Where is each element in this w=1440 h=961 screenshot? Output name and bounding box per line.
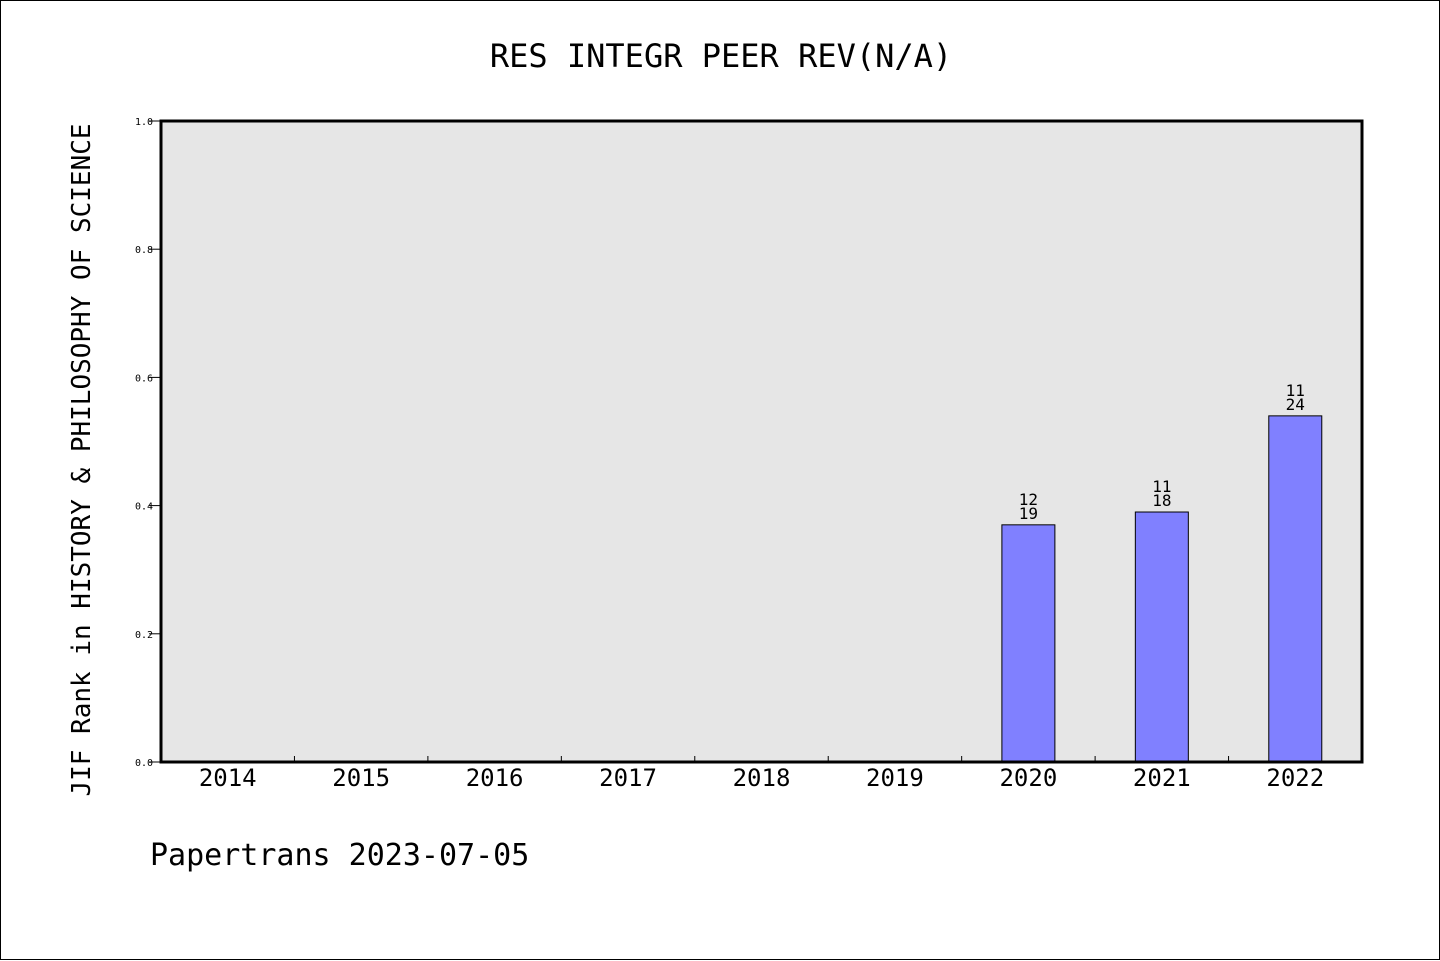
y-tick-label: 0.6 [135,373,153,384]
bar-label-total: 24 [1286,395,1305,414]
y-tick-label: 0.2 [135,630,153,641]
y-tick-label: 0.8 [135,245,153,256]
x-tick-label: 2019 [866,764,924,792]
bar-label-rank: 11 [1286,381,1305,400]
x-tick-label: 2022 [1266,764,1324,792]
y-tick-label: 1.0 [135,117,153,128]
bar-label-rank: 11 [1152,477,1171,496]
y-axis-label: JIF Rank in HISTORY & PHILOSOPHY OF SCIE… [67,123,97,796]
bar-label-total: 18 [1152,491,1171,510]
x-tick-label: 2017 [599,764,657,792]
x-tick-label: 2021 [1133,764,1191,792]
chart-title: RES INTEGR PEER REV(N/A) [490,37,952,75]
x-tick-label: 2020 [999,764,1057,792]
plot-frame [159,119,1364,764]
axis-ticks: 0.0 0.2 0.4 0.6 0.8 1.0 2014 2015 2016 2017 2018 20… [135,117,1324,792]
y-tick-label: 0.4 [135,502,153,513]
y-tick-label: 0.0 [135,758,153,769]
bar [1001,524,1056,763]
x-tick-label: 2014 [199,764,257,792]
x-tick-label: 2018 [733,764,791,792]
x-tick-label: 2016 [466,764,524,792]
bar [1134,511,1189,763]
footer-watermark: Papertrans 2023-07-05 [150,838,529,873]
bar [1268,415,1323,763]
x-tick-label: 2015 [332,764,390,792]
bar-label-rank: 12 [1019,490,1038,509]
bar-label-total: 19 [1019,504,1038,523]
